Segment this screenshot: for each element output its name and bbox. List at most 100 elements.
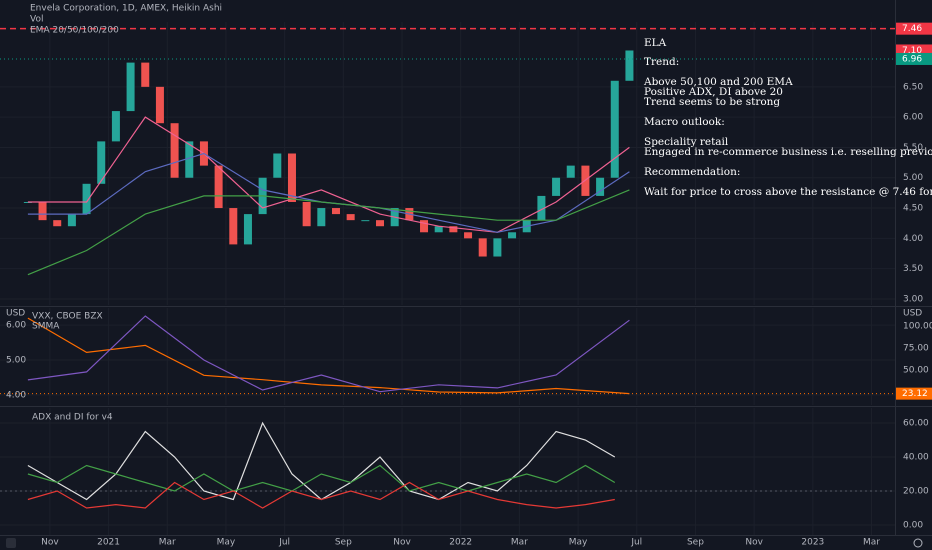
x-tick-label: Mar (511, 538, 528, 548)
symbol-title: Envela Corporation, 1D, AMEX, Heikin Ash… (30, 4, 222, 14)
candle (155, 86, 164, 124)
candle (537, 195, 546, 221)
y-tick-label: 0.00 (903, 520, 923, 530)
indicator-label: EMA 20/50/100/200 (30, 26, 119, 36)
candle (625, 50, 634, 81)
indicator-label: VXX, CBOE BZX (32, 312, 103, 322)
candle (434, 226, 443, 233)
candle (111, 111, 120, 142)
x-tick-label: May (569, 538, 588, 548)
candle (82, 183, 91, 215)
candle (317, 208, 326, 227)
series-line (27, 464, 616, 492)
candle (302, 201, 311, 227)
candle (23, 201, 32, 203)
y-tick-label: 4.00 (903, 234, 923, 244)
y-tick-label: 4.00 (6, 390, 26, 400)
candle (229, 208, 238, 245)
y-tick-label: 3.50 (903, 264, 923, 274)
candle (53, 220, 62, 227)
price-tag-label: 7.10 (902, 46, 922, 56)
y2-tick-label: 75.00 (903, 344, 929, 354)
x-tick-label: Nov (745, 538, 763, 548)
annotation-line: Trend: (644, 56, 679, 68)
zoom-button[interactable] (6, 538, 16, 548)
candle (493, 238, 502, 257)
series-line (27, 116, 630, 233)
y-tick-label: 3.00 (903, 294, 923, 304)
candle (508, 232, 517, 239)
candle (126, 62, 135, 112)
x-tick-label: Jul (630, 538, 642, 548)
x-tick-label: Mar (159, 538, 176, 548)
y-tick-label: 6.50 (903, 82, 923, 92)
candle (67, 214, 76, 227)
candle (449, 226, 458, 233)
indicator-label: ADX and DI for v4 (32, 413, 113, 423)
candle (478, 238, 487, 257)
candle (97, 141, 106, 184)
candle (243, 214, 252, 245)
series-line (27, 317, 630, 395)
x-tick-label: Sep (335, 538, 352, 548)
price-tag-label: 7.46 (902, 24, 922, 34)
x-tick-label: 2022 (449, 538, 472, 548)
annotation-line: Positive ADX, DI above 20 (644, 86, 783, 98)
indicator-label: Vol (30, 15, 43, 25)
annotation-line: Recommendation: (644, 166, 740, 178)
price-tag (896, 22, 932, 35)
annotation-line: ELA (644, 37, 667, 49)
annotation-line: Wait for price to cross above the resist… (644, 186, 932, 198)
settings-button[interactable] (913, 538, 923, 548)
x-tick-label: Nov (41, 538, 59, 548)
annotation-line: Trend seems to be strong (644, 96, 780, 108)
price-tag-label: 23.12 (902, 389, 928, 399)
marks (0, 22, 895, 535)
y-tick-label: 20.00 (903, 486, 929, 496)
candle (273, 153, 282, 178)
indicator-label: SMMA (32, 322, 60, 332)
series-line (27, 315, 630, 393)
candle (464, 232, 473, 239)
y-tick-label: 5.00 (6, 355, 26, 365)
candle (331, 208, 340, 215)
price-tag-label: 6.96 (902, 54, 922, 64)
axis-unit: USD (6, 309, 25, 319)
x-tick-label: 2021 (97, 538, 120, 548)
x-tick-label: Nov (393, 538, 411, 548)
x-tick-label: 2023 (801, 538, 824, 548)
candle (596, 177, 605, 196)
y-tick-label: 4.50 (903, 204, 923, 214)
candle (38, 201, 47, 221)
annotation-line: Speciality retail (644, 136, 729, 148)
candle (361, 220, 370, 222)
series-line (27, 189, 630, 276)
candle (420, 220, 429, 233)
price-tag (896, 387, 932, 400)
y2-tick-label: 50.00 (903, 365, 929, 375)
series-line (27, 481, 615, 509)
x-tick-label: Mar (863, 538, 880, 548)
candle (287, 153, 296, 202)
y-tick-label: 40.00 (903, 452, 929, 462)
y-tick-label: 5.00 (903, 173, 923, 183)
axis-unit: USD (903, 309, 922, 319)
x-tick-label: Jul (278, 538, 290, 548)
candle (170, 123, 179, 178)
y-tick-label: 5.50 (903, 143, 923, 153)
price-tag (896, 52, 932, 65)
y-tick-label: 6.00 (903, 113, 923, 123)
annotation-line: Above 50,100 and 200 EMA (643, 76, 793, 88)
candle (566, 165, 575, 178)
annotation-line: Engaged in re-commerce business i.e. res… (644, 146, 932, 158)
candle (552, 177, 561, 196)
x-tick-label: May (217, 538, 236, 548)
y-tick-label: 6.00 (6, 321, 26, 331)
candle (185, 141, 194, 178)
annotation-line: Macro outlook: (644, 116, 725, 128)
candle (141, 62, 150, 87)
candle (346, 214, 355, 221)
candle (610, 80, 619, 178)
